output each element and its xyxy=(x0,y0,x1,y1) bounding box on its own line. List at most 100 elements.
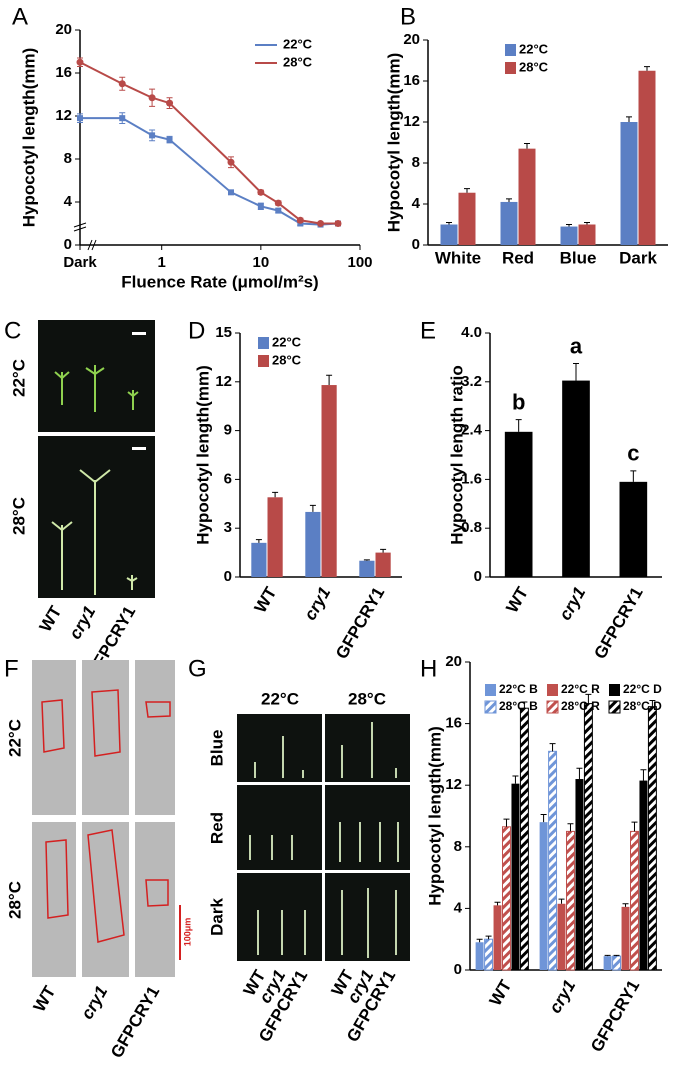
bar xyxy=(548,750,558,971)
point xyxy=(149,132,156,139)
scale-label: 100μm xyxy=(182,918,192,947)
error-bar xyxy=(549,743,556,752)
col-label: cry1 xyxy=(77,983,111,1023)
x-tick-label: White xyxy=(435,248,481,267)
panel-letter: A xyxy=(12,3,28,30)
point xyxy=(76,58,84,66)
col-label: WT xyxy=(30,982,60,1015)
bar xyxy=(504,431,533,577)
point xyxy=(317,220,325,227)
seedling xyxy=(257,888,397,958)
photo xyxy=(82,660,129,815)
y-tick-label: 12 xyxy=(215,373,232,390)
cell-outline xyxy=(145,701,171,718)
bar xyxy=(557,903,566,970)
legend-label: 28°C R xyxy=(561,699,600,713)
col-header: 28°C xyxy=(348,689,386,708)
y-tick-label: 12 xyxy=(445,776,462,793)
point xyxy=(148,94,156,102)
x-tick-label: WT xyxy=(502,583,532,616)
bar xyxy=(511,783,520,970)
bar xyxy=(518,148,536,245)
y-axis-label: Hypocotyl length ratio xyxy=(447,365,466,544)
legend-label: 22°C B xyxy=(499,682,538,696)
error-bar xyxy=(584,221,590,225)
y-axis-label: Hypocotyl length(mm) xyxy=(425,726,444,905)
error-bar xyxy=(272,491,279,498)
point xyxy=(257,203,264,210)
photo xyxy=(325,714,410,782)
error-bar xyxy=(446,221,452,225)
bar xyxy=(251,542,267,577)
error-bar xyxy=(515,419,522,432)
row-label: Red xyxy=(207,812,226,844)
error-bar xyxy=(567,823,574,832)
point xyxy=(257,188,265,196)
y-tick-label: 3 xyxy=(224,519,232,536)
point xyxy=(227,189,234,196)
y-tick-label: 0 xyxy=(64,236,72,253)
bar xyxy=(305,511,321,577)
x-tick-label: Red xyxy=(502,248,534,267)
bar xyxy=(583,703,593,971)
bar xyxy=(458,192,476,245)
y-tick-label: 16 xyxy=(55,64,72,81)
photo xyxy=(135,660,175,815)
seedling xyxy=(249,822,399,862)
annotation: b xyxy=(512,389,525,414)
error-bar xyxy=(309,504,316,512)
point xyxy=(296,216,304,224)
error-bar xyxy=(363,559,370,561)
photos xyxy=(32,660,175,977)
y-tick-label: 0 xyxy=(474,568,482,585)
bar xyxy=(619,481,648,577)
x-tick-label: GFPCRY1 xyxy=(332,584,388,662)
error-bar xyxy=(604,954,611,957)
legend-swatch xyxy=(258,355,269,367)
y-axis-label: Hypocotyl length(mm) xyxy=(193,365,212,544)
seedling xyxy=(254,722,397,778)
bar xyxy=(267,497,283,577)
cell-outline xyxy=(145,879,169,907)
y-axis-label: Hypocotyl length(mm) xyxy=(384,53,403,232)
error-bar xyxy=(494,901,501,906)
x-tick-label: Blue xyxy=(560,248,597,267)
y-tick-label: 0 xyxy=(224,568,232,585)
bar xyxy=(630,830,639,971)
error-bar xyxy=(630,470,637,482)
y-tick-label: 15 xyxy=(215,324,232,341)
error-bar xyxy=(585,693,592,704)
point xyxy=(227,158,235,166)
bar xyxy=(500,201,518,245)
scale-bar xyxy=(132,332,146,335)
legend-label: 28°C D xyxy=(623,699,662,713)
error-bar xyxy=(380,548,387,553)
y-tick-label: 20 xyxy=(403,31,420,48)
scale-bar xyxy=(132,447,146,450)
row-label: Dark xyxy=(207,898,226,936)
legend-swatch xyxy=(608,700,621,714)
x-tick-label: WT xyxy=(486,976,516,1009)
bar xyxy=(502,826,511,971)
legend-swatch xyxy=(485,684,496,696)
y-tick-label: 9 xyxy=(224,422,232,439)
x-tick-label: Dark xyxy=(619,248,657,267)
bar xyxy=(639,780,648,970)
y-tick-label: 6 xyxy=(224,470,232,487)
panel-letter: H xyxy=(420,655,437,682)
row-label: 28°C xyxy=(9,497,28,535)
bar xyxy=(578,224,596,245)
row-label: 22°C xyxy=(5,719,24,757)
x-tick-label: 1 xyxy=(158,254,166,271)
col-header: 22°C xyxy=(261,689,299,708)
error-bar xyxy=(576,767,583,780)
panel-letter: E xyxy=(420,317,436,344)
bar xyxy=(375,552,391,577)
point xyxy=(274,199,282,207)
bar xyxy=(621,906,630,970)
error-bar xyxy=(622,903,629,907)
axis-break xyxy=(73,222,97,251)
photo xyxy=(38,436,155,598)
x-tick-label: 10 xyxy=(253,254,270,271)
